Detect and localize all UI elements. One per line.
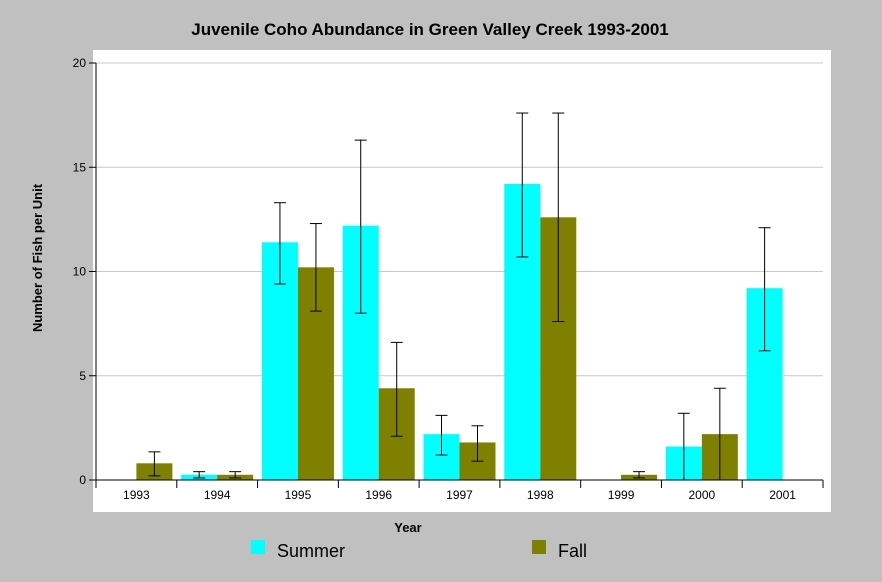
- y-tick-label: 0: [79, 473, 86, 487]
- x-axis-label: Year: [394, 520, 421, 535]
- y-tick-label: 10: [73, 265, 87, 279]
- legend: Summer Fall: [251, 540, 587, 561]
- x-tick-label-1997: 1997: [446, 488, 473, 502]
- x-tick-label-1999: 1999: [608, 488, 635, 502]
- tick-labels: 0 5 10 15 20 1993 1994 1995 1996 1997 1998 1999 2000…: [73, 56, 797, 502]
- chart-title: Juvenile Coho Abundance in Green Valley …: [191, 20, 668, 39]
- y-tick-label: 5: [79, 369, 86, 383]
- x-tick-label-1998: 1998: [527, 488, 554, 502]
- legend-swatch-summer: [251, 540, 265, 554]
- x-tick-label-1995: 1995: [285, 488, 312, 502]
- legend-label-fall: Fall: [558, 541, 587, 561]
- x-tick-label-1996: 1996: [365, 488, 392, 502]
- x-tick-label-1993: 1993: [123, 488, 150, 502]
- gridlines: [96, 62, 823, 377]
- x-tick-label-2000: 2000: [688, 488, 715, 502]
- y-tick-label: 20: [73, 56, 87, 70]
- x-tick-label-1994: 1994: [204, 488, 231, 502]
- legend-label-summer: Summer: [277, 541, 345, 561]
- y-axis-label: Number of Fish per Unit: [30, 183, 45, 332]
- x-tick-label-2001: 2001: [769, 488, 796, 502]
- axes: [89, 62, 824, 488]
- legend-swatch-fall: [532, 540, 546, 554]
- y-tick-label: 15: [73, 160, 87, 174]
- error-bars: [148, 112, 771, 481]
